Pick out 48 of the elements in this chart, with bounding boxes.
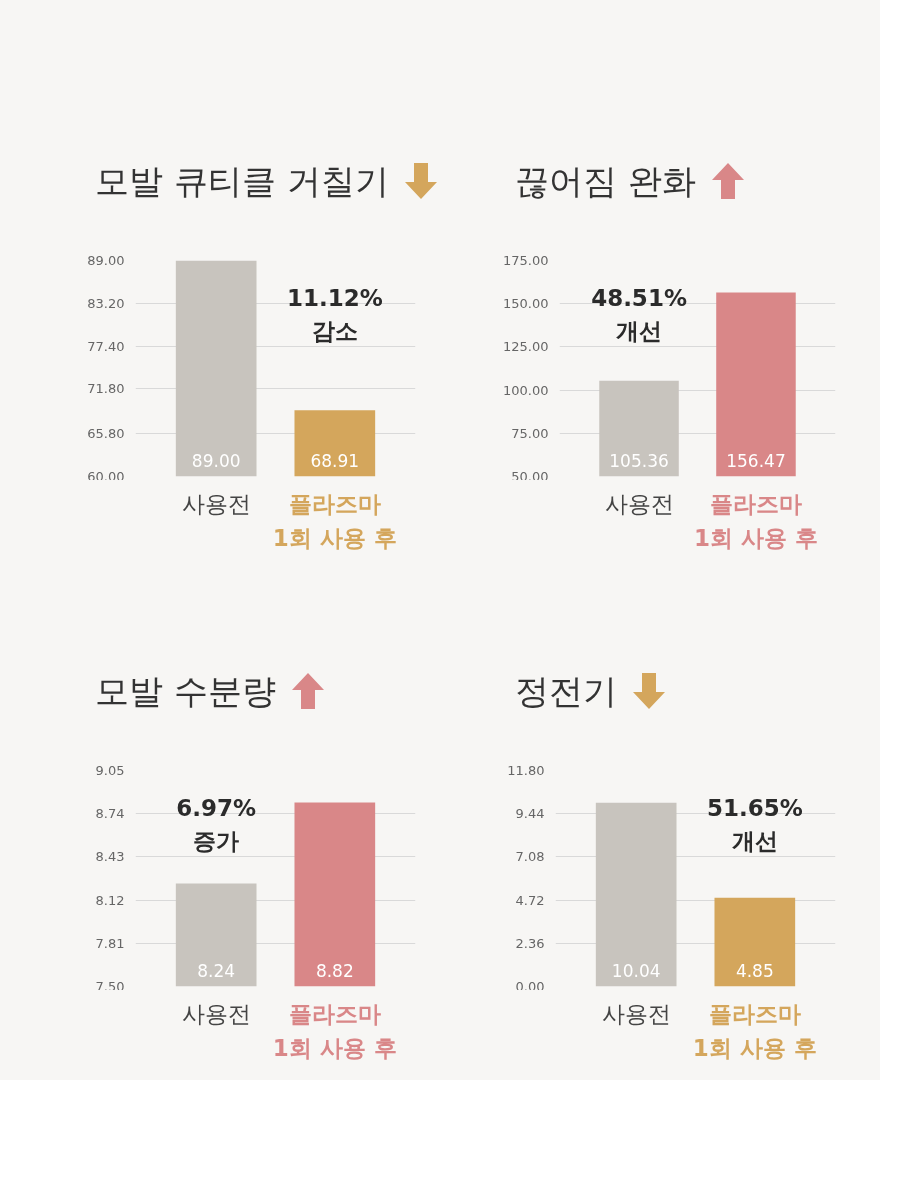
- y-tick-label: 9.44: [515, 806, 545, 822]
- chart-title: 모발 수분량: [95, 670, 276, 711]
- y-tick-label: 4.72: [515, 892, 545, 908]
- y-tick-label: 0.00: [515, 978, 545, 994]
- y-tick-label: 65.80: [87, 425, 125, 441]
- y-tick-label: 71.80: [87, 381, 125, 397]
- chart-title: 모발 큐티클 거칠기: [95, 160, 389, 201]
- data-label: 8.82: [315, 960, 354, 981]
- data-label: 68.91: [310, 450, 360, 471]
- data-label: 8.24: [197, 960, 236, 981]
- y-tick-label: 7.08: [515, 849, 545, 865]
- data-label: 10.04: [611, 960, 661, 981]
- y-tick-label: 2.36: [515, 935, 545, 951]
- annotation: 51.65% 개선: [706, 794, 803, 855]
- y-tick-label: 89.00: [87, 253, 125, 268]
- y-tick-label: 125.00: [503, 339, 549, 355]
- y-tick-label: 50.00: [511, 468, 549, 484]
- y-tick-label: 83.20: [87, 296, 125, 312]
- y-tick-label: 75.00: [511, 425, 549, 441]
- data-label: 156.47: [726, 450, 786, 471]
- y-tick-label: 8.43: [95, 849, 125, 865]
- annotation: 6.97% 증가: [176, 794, 257, 855]
- y-tick-label: 150.00: [503, 296, 549, 312]
- x-tick-label: 사용전: [604, 491, 674, 518]
- data-label: 89.00: [191, 450, 241, 471]
- y-tick-label: 9.05: [95, 763, 125, 778]
- x-tick-label: 사용전: [601, 1001, 671, 1028]
- annotation: 48.51% 개선: [591, 284, 687, 345]
- annotation: 11.12% 감소: [286, 284, 383, 345]
- y-tick-label: 100.00: [503, 382, 549, 398]
- chart-title: 정전기: [515, 670, 617, 711]
- x-tick-label: 플라즈마 1회 사용 후: [272, 491, 397, 552]
- x-tick-label: 플라즈마 1회 사용 후: [272, 1001, 397, 1062]
- y-tick-label: 7.50: [95, 978, 125, 994]
- x-tick-label: 플라즈마 1회 사용 후: [692, 1001, 817, 1062]
- x-tick-label: 사용전: [181, 491, 251, 518]
- y-tick-label: 77.40: [87, 339, 125, 355]
- y-tick-label: 8.12: [95, 892, 125, 908]
- y-tick-label: 175.00: [503, 253, 549, 268]
- y-tick-label: 11.80: [507, 763, 545, 778]
- y-tick-label: 8.74: [95, 806, 125, 822]
- chart-title: 끊어짐 완화: [515, 160, 696, 201]
- x-tick-label: 사용전: [181, 1001, 251, 1028]
- data-label: 4.85: [735, 960, 774, 981]
- data-label: 105.36: [609, 450, 669, 471]
- y-tick-label: 7.81: [95, 935, 125, 951]
- y-tick-label: 60.00: [87, 468, 125, 484]
- x-tick-label: 플라즈마 1회 사용 후: [693, 491, 818, 552]
